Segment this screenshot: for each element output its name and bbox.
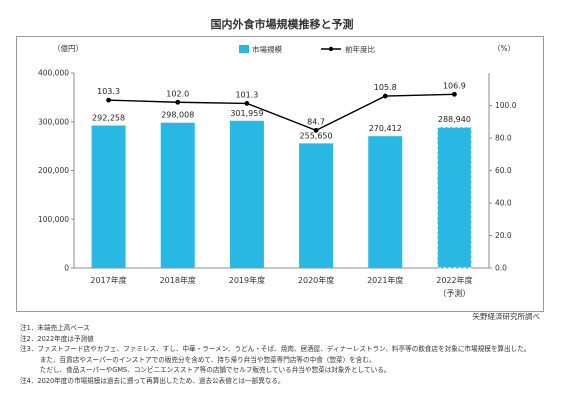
bar-2018年度 — [160, 122, 195, 268]
legend-bar-swatch — [239, 45, 249, 53]
bar-value-label: 292,258 — [92, 114, 125, 123]
bar-2020年度 — [299, 143, 334, 268]
right-axis-unit: （%） — [493, 44, 515, 53]
bar-value-label: 288,940 — [438, 115, 471, 124]
legend-line-label: 前年度比 — [345, 44, 375, 54]
bar-2017年度 — [91, 125, 126, 268]
chart-frame: 0 100,000 200,000 300,000 400,000 0.0 20.0 40.0… — [16, 36, 544, 312]
left-tick-label: 400,000 — [38, 69, 69, 78]
footnotes: 注1．末端売上高ベース 注2．2022年度は予測値 注3．ファストフード店やカフ… — [20, 323, 530, 387]
left-axis-unit: （億円） — [53, 43, 83, 53]
footnote-3-cont-2: ただし、食品スーパーやGMS、コンビニエンスストア等の店舗でセルフ販売している弁… — [20, 366, 391, 375]
footnote-3-cont-1: また、百貨店やスーパーのインストアでの販売分を含めて、持ち帰り弁当や惣菜専門店等… — [20, 355, 376, 364]
bar-value-label: 255,650 — [300, 131, 333, 140]
category-label: 2022年度 — [436, 275, 472, 285]
footnote-4: 注4．2020年度の市場規模は過去に遡って再算出したため、過去公表値とは一部異な… — [20, 376, 285, 385]
right-tick-label: 80.0 — [495, 134, 512, 143]
yoy-value-label: 105.8 — [374, 83, 397, 92]
combo-chart: 0 100,000 200,000 300,000 400,000 0.0 20.0 40.0… — [38, 43, 517, 298]
yoy-marker — [244, 100, 250, 106]
category-label: 2017年度 — [90, 275, 126, 285]
yoy-marker — [106, 97, 111, 103]
yoy-value-label: 103.3 — [97, 87, 120, 96]
yoy-value-label: 102.0 — [166, 89, 189, 98]
yoy-marker — [452, 91, 457, 97]
right-tick-label: 40.0 — [495, 199, 512, 208]
bar-2021年度 — [368, 136, 403, 268]
legend-bar-label: 市場規模 — [252, 44, 282, 54]
yoy-marker — [175, 99, 181, 105]
footnote-2: 注2．2022年度は予測値 — [20, 334, 94, 343]
bar-value-label: 301,959 — [230, 109, 263, 118]
yoy-line — [108, 93, 455, 132]
bar-value-label: 270,412 — [369, 124, 402, 133]
right-tick-label: 20.0 — [495, 231, 512, 240]
footnote-3: 注3．ファストフード店やカフェ、ファミレス、すし、中華・ラーメン、うどん・そば、… — [20, 345, 531, 354]
right-tick-label: 0.0 — [495, 264, 507, 273]
yoy-value-label: 101.3 — [235, 90, 258, 99]
category-label: 2019年度 — [229, 275, 265, 285]
footnote-1: 注1．末端売上高ベース — [20, 324, 90, 332]
category-label: 2018年度 — [160, 275, 196, 285]
left-tick-label: 100,000 — [38, 215, 69, 224]
category-label: 2021年度 — [367, 275, 403, 285]
category-label: 2020年度 — [298, 275, 334, 285]
left-tick-label: 200,000 — [38, 166, 69, 175]
forecast-sublabel: （予測） — [438, 288, 470, 298]
chart-title: 国内外食市場規模推移と予測 — [210, 18, 354, 31]
bar-2022年度 — [436, 126, 473, 269]
left-tick-label: 0 — [64, 264, 69, 273]
left-tick-label: 300,000 — [38, 117, 69, 126]
right-tick-label: 100.0 — [495, 101, 517, 110]
legend-line-marker — [328, 46, 334, 52]
bar-value-label: 298,008 — [161, 111, 194, 120]
yoy-value-label: 106.9 — [443, 81, 466, 90]
yoy-marker — [382, 93, 388, 99]
bar-2019年度 — [229, 120, 264, 269]
source-credit: 矢野経済研究所調べ — [472, 312, 541, 321]
yoy-marker — [313, 127, 319, 133]
yoy-value-label: 84.7 — [307, 117, 325, 126]
right-tick-label: 60.0 — [495, 166, 512, 175]
